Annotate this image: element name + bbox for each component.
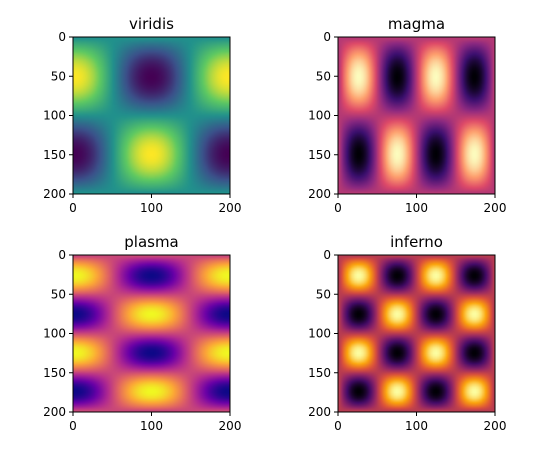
y-tick-label: 0 [323, 248, 331, 262]
x-tick-label: 200 [484, 201, 507, 215]
chart-title: plasma [124, 233, 179, 251]
heatmap-inferno [338, 255, 495, 412]
y-tick-label: 0 [58, 30, 66, 44]
y-tick-label: 200 [43, 405, 66, 419]
y-tick-label: 100 [43, 327, 66, 341]
chart-title: magma [388, 15, 445, 33]
x-tick-label: 100 [405, 201, 428, 215]
x-tick-label: 0 [69, 419, 77, 433]
y-tick-label: 50 [316, 69, 331, 83]
heatmap-magma [338, 37, 495, 194]
x-tick-label: 200 [219, 419, 242, 433]
y-tick-label: 150 [43, 148, 66, 162]
y-tick-label: 150 [308, 148, 331, 162]
y-tick-label: 150 [43, 366, 66, 380]
y-tick-label: 50 [51, 69, 66, 83]
x-tick-label: 0 [69, 201, 77, 215]
y-tick-label: 200 [308, 405, 331, 419]
x-tick-label: 200 [219, 201, 242, 215]
y-tick-label: 0 [323, 30, 331, 44]
chart-title: viridis [129, 15, 174, 33]
x-tick-label: 200 [484, 419, 507, 433]
y-tick-label: 100 [43, 109, 66, 123]
y-tick-label: 150 [308, 366, 331, 380]
x-tick-label: 0 [334, 201, 342, 215]
heatmap-plasma [73, 255, 230, 412]
x-tick-label: 100 [140, 201, 163, 215]
y-tick-label: 0 [58, 248, 66, 262]
y-tick-label: 50 [316, 287, 331, 301]
y-tick-label: 50 [51, 287, 66, 301]
x-tick-label: 100 [140, 419, 163, 433]
chart-title: inferno [390, 233, 443, 251]
y-tick-label: 200 [43, 187, 66, 201]
y-tick-label: 100 [308, 109, 331, 123]
y-tick-label: 200 [308, 187, 331, 201]
x-tick-label: 100 [405, 419, 428, 433]
y-tick-label: 100 [308, 327, 331, 341]
x-tick-label: 0 [334, 419, 342, 433]
heatmap-viridis [73, 37, 230, 194]
